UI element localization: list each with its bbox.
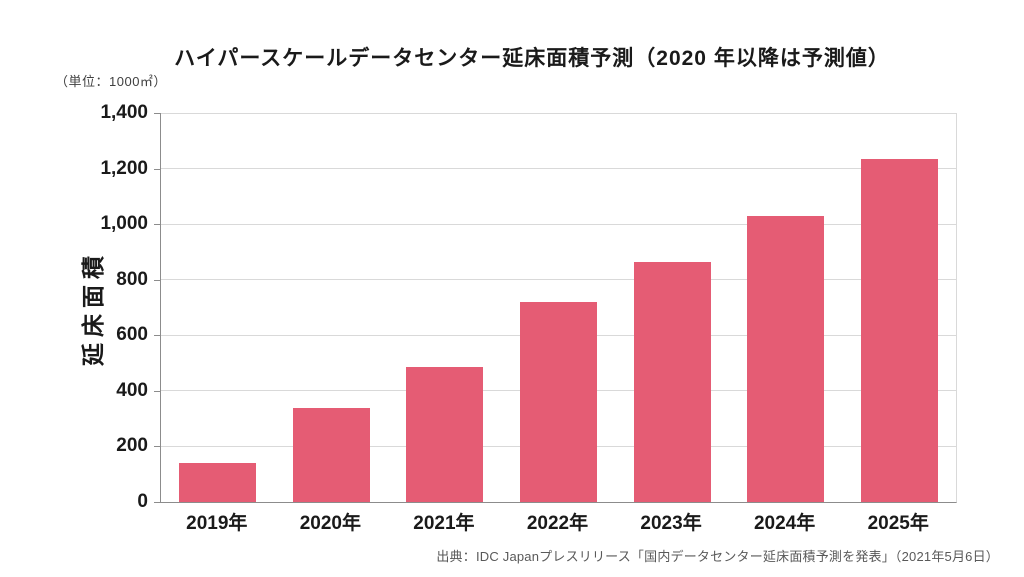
y-tick-mark [154,390,160,392]
gridline [161,168,956,170]
bar-2019年 [179,463,257,502]
y-tick-label: 600 [116,324,148,346]
x-tick-label: 2023年 [640,513,702,534]
unit-label: （単位：1000㎡） [55,74,167,89]
bar-2020年 [292,407,370,502]
y-tick-label: 1,000 [100,213,148,235]
bar-2021年 [406,367,484,502]
gridline [161,223,956,225]
x-tick-label: 2021年 [413,513,475,534]
gridline [161,279,956,281]
x-tick-label: 2020年 [299,513,361,534]
y-tick-label: 1,400 [100,102,148,123]
y-tick-label: 400 [116,379,148,401]
y-tick-label: 1,200 [100,157,148,179]
y-tick-mark [154,168,160,170]
chart-title: ハイパースケールデータセンター延床面積予測（2020 年以降は予測値） [174,47,890,70]
plot-area [160,112,957,503]
y-tick-label: 0 [137,491,148,512]
y-tick-mark [154,224,160,226]
y-tick-mark [154,446,160,448]
y-tick-mark [154,335,160,337]
bar-2024年 [747,215,825,502]
x-tick-label: 2025年 [867,513,929,534]
y-tick-mark [154,113,160,114]
x-tick-label: 2024年 [753,513,816,534]
bar-2023年 [633,261,711,502]
y-tick-label: 800 [116,268,148,290]
y-tick-mark [154,502,160,503]
y-tick-label: 200 [116,435,148,457]
source-note: 出典：IDC Japanプレスリリース「国内データセンター延床面積予測を発表」（… [436,549,999,564]
x-tick-label: 2019年 [186,513,248,534]
bar-2022年 [520,301,597,502]
y-tick-mark [154,279,160,281]
y-axis-title: 延床面積 [80,250,106,366]
bar-2025年 [860,158,938,502]
x-tick-label: 2022年 [526,513,589,534]
gridline [161,112,956,114]
